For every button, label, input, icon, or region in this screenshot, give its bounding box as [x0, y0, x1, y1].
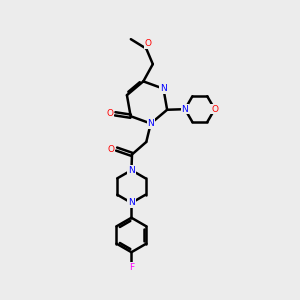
Text: F: F — [129, 262, 134, 272]
Text: O: O — [211, 105, 218, 114]
Text: O: O — [144, 39, 151, 48]
Text: N: N — [182, 105, 188, 114]
Text: N: N — [160, 84, 167, 93]
Text: O: O — [108, 145, 115, 154]
Text: N: N — [128, 198, 135, 207]
Text: N: N — [128, 166, 135, 175]
Text: N: N — [147, 119, 154, 128]
Text: O: O — [106, 109, 113, 118]
